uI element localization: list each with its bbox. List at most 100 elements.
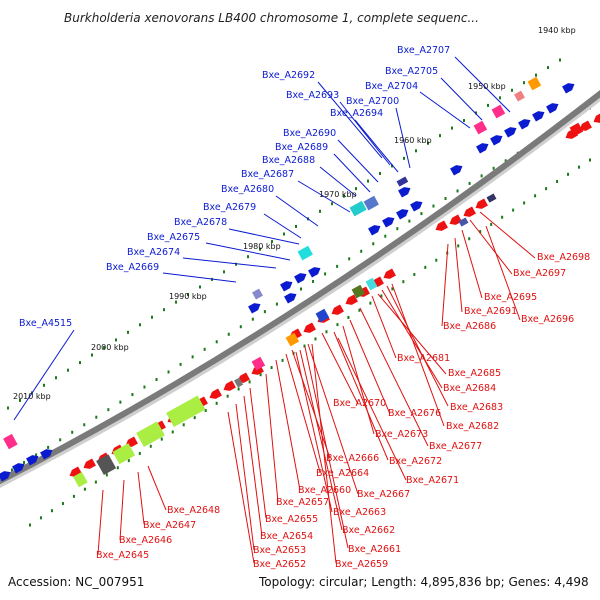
tick-dot	[94, 480, 97, 484]
gene-label-bxe-a2690[interactable]: Bxe_A2690	[283, 128, 336, 139]
gene-block	[351, 284, 366, 299]
gene-label-bxe-a2645[interactable]: Bxe_A2645	[96, 550, 149, 561]
gene-label-bxe-a2671[interactable]: Bxe_A2671	[406, 475, 459, 486]
gene-label-bxe-a2707[interactable]: Bxe_A2707	[397, 45, 450, 56]
footer-accession: Accession: NC_007951	[8, 575, 144, 589]
gene-label-bxe-a2691[interactable]: Bxe_A2691	[464, 306, 517, 317]
gene-label-bxe-a2659[interactable]: Bxe_A2659	[335, 559, 388, 570]
gene-label-bxe-a2689[interactable]: Bxe_A2689	[275, 142, 328, 153]
gene-arrow	[579, 120, 592, 131]
gene-label-bxe-a2679[interactable]: Bxe_A2679	[203, 202, 256, 213]
leader-line	[319, 166, 357, 197]
leader-line	[299, 349, 343, 531]
leader-line	[97, 489, 104, 555]
tick-dot	[67, 368, 69, 372]
gene-label-bxe-a2663[interactable]: Bxe_A2663	[333, 507, 386, 518]
tick-dot	[7, 406, 9, 410]
gene-label-bxe-a2697[interactable]: Bxe_A2697	[513, 268, 566, 279]
gene-label-bxe-a2681[interactable]: Bxe_A2681	[397, 353, 450, 364]
leader-line	[275, 359, 301, 491]
tick-dot	[402, 280, 405, 284]
gene-label-bxe-a2696[interactable]: Bxe_A2696	[521, 314, 574, 325]
gene-label-bxe-a2694[interactable]: Bxe_A2694	[330, 108, 383, 119]
gene-arrow	[26, 455, 39, 466]
gene-label-bxe-a2695[interactable]: Bxe_A2695	[484, 292, 537, 303]
tick-dot	[360, 249, 363, 253]
tick-dot	[589, 158, 591, 162]
tick-dot	[199, 285, 201, 289]
gene-label-bxe-a2672[interactable]: Bxe_A2672	[389, 456, 442, 467]
gene-label-bxe-a2670[interactable]: Bxe_A2670	[333, 398, 386, 409]
gene-label-bxe-a2676[interactable]: Bxe_A2676	[388, 408, 441, 419]
gene-label-bxe-a2688[interactable]: Bxe_A2688	[262, 155, 315, 166]
leader-line	[228, 228, 300, 245]
gene-label-bxe-a2654[interactable]: Bxe_A2654	[260, 531, 313, 542]
gene-label-bxe-a2687[interactable]: Bxe_A2687	[241, 169, 294, 180]
gene-label-bxe-a2657[interactable]: Bxe_A2657	[276, 497, 329, 508]
gene-label-bxe-a2669[interactable]: Bxe_A2669	[106, 262, 159, 273]
gene-label-bxe-a2704[interactable]: Bxe_A2704	[365, 81, 418, 92]
gene-label-bxe-a2680[interactable]: Bxe_A2680	[221, 184, 274, 195]
tick-dot	[358, 308, 361, 312]
gene-label-bxe-a2655[interactable]: Bxe_A2655	[265, 514, 318, 525]
gene-arrow	[518, 119, 531, 130]
gene-label-bxe-a2675[interactable]: Bxe_A2675	[147, 232, 200, 243]
gene-label-bxe-a2684[interactable]: Bxe_A2684	[443, 383, 496, 394]
gene-label-bxe-a2664[interactable]: Bxe_A2664	[316, 468, 369, 479]
gene-label-bxe-a2662[interactable]: Bxe_A2662	[342, 525, 395, 536]
gene-label-bxe-a2660[interactable]: Bxe_A2660	[298, 485, 351, 496]
tick-dot	[432, 204, 435, 208]
leader-line	[354, 119, 399, 173]
tick-dot	[457, 244, 460, 248]
gene-label-bxe-a2667[interactable]: Bxe_A2667	[357, 489, 410, 500]
scale-label-1990: 1990 kbp	[169, 292, 207, 301]
gene-label-bxe-a4515[interactable]: Bxe_A4515	[19, 318, 72, 329]
tick-dot	[179, 362, 182, 366]
gene-label-bxe-a2682[interactable]: Bxe_A2682	[446, 421, 499, 432]
leader-line	[235, 403, 255, 551]
gene-label-bxe-a2673[interactable]: Bxe_A2673	[375, 429, 428, 440]
tick-dot	[226, 394, 229, 398]
tick-dot	[23, 460, 26, 464]
gene-label-bxe-a2705[interactable]: Bxe_A2705	[385, 66, 438, 77]
leader-line	[485, 225, 521, 321]
gene-label-bxe-a2677[interactable]: Bxe_A2677	[429, 441, 482, 452]
gene-arrow	[40, 449, 53, 460]
leader-line	[440, 77, 483, 121]
tick-dot	[259, 247, 261, 251]
gene-features	[0, 76, 600, 488]
gene-label-bxe-a2646[interactable]: Bxe_A2646	[119, 535, 172, 546]
gene-label-bxe-a2678[interactable]: Bxe_A2678	[174, 217, 227, 228]
gene-block	[234, 377, 244, 388]
tick-dot	[281, 358, 284, 362]
gene-label-bxe-a2683[interactable]: Bxe_A2683	[450, 402, 503, 413]
gene-arrow	[223, 380, 236, 391]
gene-label-bxe-a2661[interactable]: Bxe_A2661	[348, 544, 401, 555]
gene-label-bxe-a2653[interactable]: Bxe_A2653	[253, 545, 306, 556]
gene-label-bxe-a2647[interactable]: Bxe_A2647	[143, 520, 196, 531]
gene-label-bxe-a2648[interactable]: Bxe_A2648	[167, 505, 220, 516]
gene-label-bxe-a2685[interactable]: Bxe_A2685	[448, 368, 501, 379]
tick-dot	[271, 240, 273, 244]
tick-dot	[263, 310, 266, 314]
gene-label-bxe-a2674[interactable]: Bxe_A2674	[127, 247, 180, 258]
gene-label-bxe-a2652[interactable]: Bxe_A2652	[253, 559, 306, 570]
gene-label-bxe-a2692[interactable]: Bxe_A2692	[262, 70, 315, 81]
gene-label-bxe-a2700[interactable]: Bxe_A2700	[346, 96, 399, 107]
tick-dot	[468, 237, 471, 241]
tick-dot	[215, 401, 218, 405]
tick-dot	[239, 325, 242, 329]
tick-dot	[380, 294, 383, 298]
gene-label-bxe-a2666[interactable]: Bxe_A2666	[326, 453, 379, 464]
gene-arrow	[284, 293, 297, 304]
gene-label-bxe-a2693[interactable]: Bxe_A2693	[286, 90, 339, 101]
tick-dot	[119, 400, 122, 404]
tick-dot	[283, 232, 285, 236]
gene-label-bxe-a2698[interactable]: Bxe_A2698	[537, 252, 590, 263]
gene-label-bxe-a2686[interactable]: Bxe_A2686	[443, 321, 496, 332]
tick-dot	[403, 156, 405, 160]
tick-dot	[191, 355, 194, 359]
leader-line	[205, 242, 291, 261]
tick-dot	[347, 315, 350, 319]
leader-line	[243, 395, 263, 537]
